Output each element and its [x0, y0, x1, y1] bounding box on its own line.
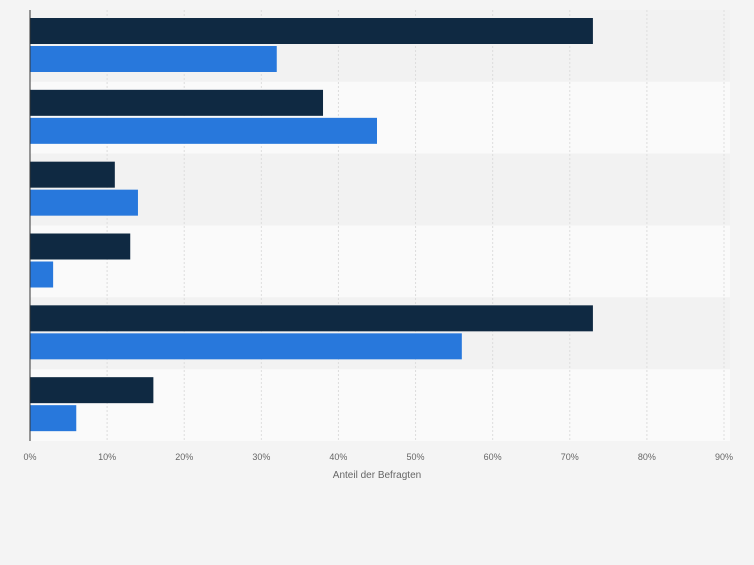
- x-tick-label: 0%: [23, 452, 36, 462]
- x-tick-label: 50%: [407, 452, 425, 462]
- bar[interactable]: [30, 117, 377, 144]
- bar[interactable]: [30, 261, 54, 288]
- category-band: [30, 225, 730, 298]
- bar[interactable]: [30, 189, 138, 216]
- x-tick-label: 10%: [98, 452, 116, 462]
- x-tick-labels: 0% 10% 20% 30% 40% 50% 60% 70% 80% 90%: [23, 452, 733, 462]
- bar[interactable]: [30, 89, 324, 116]
- bar[interactable]: [30, 405, 77, 432]
- bar[interactable]: [30, 46, 277, 72]
- bar[interactable]: [30, 305, 593, 332]
- bar[interactable]: [30, 333, 462, 360]
- category-band: [30, 153, 730, 226]
- bars: [30, 18, 593, 432]
- bar[interactable]: [30, 161, 115, 188]
- x-tick-label: 70%: [561, 452, 579, 462]
- x-tick-label: 60%: [484, 452, 502, 462]
- x-tick-label: 30%: [252, 452, 270, 462]
- x-tick-label: 80%: [638, 452, 656, 462]
- x-axis-label: Anteil der Befragten: [333, 470, 421, 481]
- bar[interactable]: [30, 377, 154, 404]
- x-tick-label: 40%: [329, 452, 347, 462]
- x-tick-label: 90%: [715, 452, 733, 462]
- x-tick-label: 20%: [175, 452, 193, 462]
- bar[interactable]: [30, 233, 131, 260]
- category-bands: [30, 10, 730, 441]
- bar[interactable]: [30, 18, 593, 44]
